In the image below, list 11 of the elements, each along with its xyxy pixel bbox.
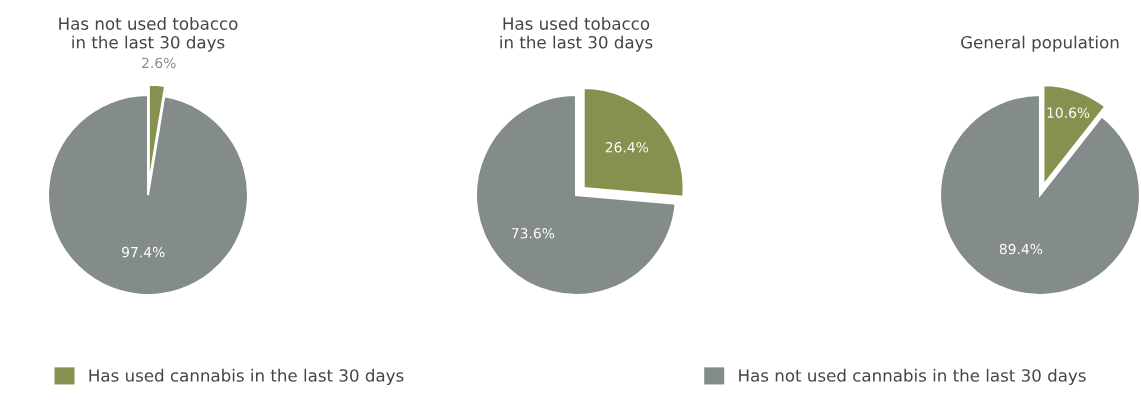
data-label: 10.6% <box>1047 107 1090 118</box>
data-label: 26.4% <box>605 141 649 153</box>
data-label: 2.6% <box>142 57 176 69</box>
data-label: 97.4% <box>122 246 165 258</box>
data-label: 73.6% <box>511 228 555 239</box>
data-label: 89.4% <box>999 243 1043 255</box>
chart-title: General population <box>961 35 1119 52</box>
legend-label: Has used cannabis in the last 30 days <box>89 368 404 385</box>
legend-label: Has not used cannabis in the last 30 days <box>739 368 1086 385</box>
chart-title: Has not used tobacco in the last 30 days <box>59 17 238 52</box>
chart-title: Has used tobacco in the last 30 days <box>500 17 653 52</box>
